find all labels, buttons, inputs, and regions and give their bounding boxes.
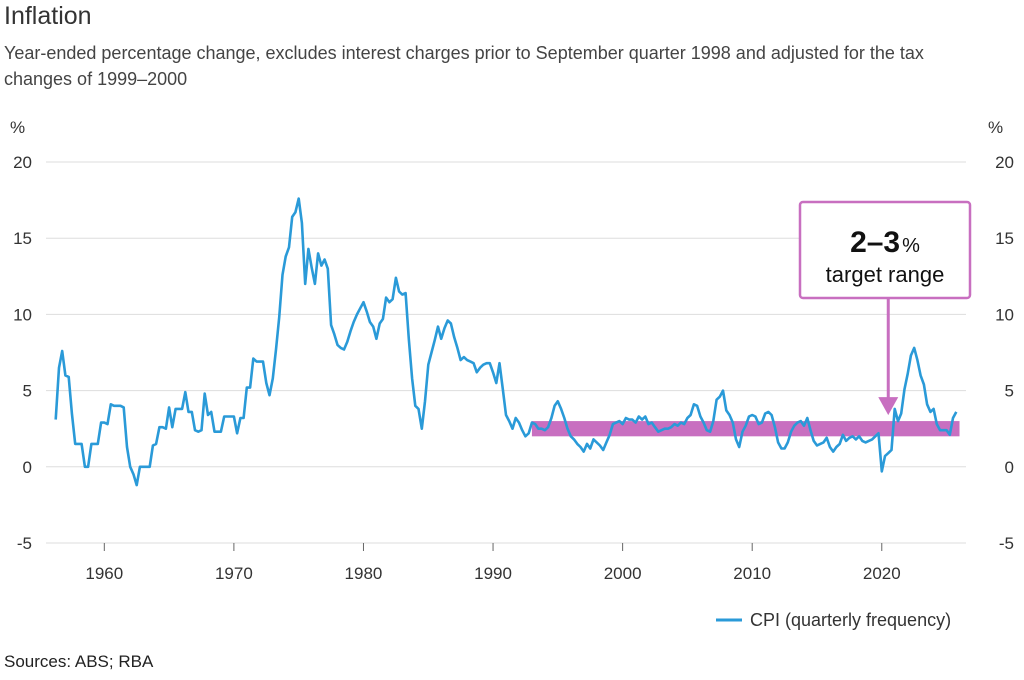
y-tick-left: 20 xyxy=(13,153,32,172)
y-tick-right: 0 xyxy=(1005,458,1014,477)
y-tick-left: 10 xyxy=(13,305,32,324)
y-unit-left: % xyxy=(10,118,25,137)
x-tick-label: 2020 xyxy=(863,564,901,583)
x-tick-label: 1970 xyxy=(215,564,253,583)
cpi-series-line xyxy=(54,197,958,487)
x-tick-label: 2010 xyxy=(733,564,771,583)
y-tick-left: 5 xyxy=(23,382,32,401)
x-tick-label: 1990 xyxy=(474,564,512,583)
x-tick-label: 1980 xyxy=(345,564,383,583)
legend: CPI (quarterly frequency) xyxy=(716,610,951,630)
y-tick-left: 0 xyxy=(23,458,32,477)
chart-title: Inflation xyxy=(4,2,92,30)
target-band-layer xyxy=(531,421,960,437)
callout-unit: % xyxy=(902,235,920,257)
callout-value: 2–3% xyxy=(850,226,920,259)
callout-arrow-head xyxy=(878,397,899,416)
callout-label: target range xyxy=(826,262,945,287)
y-tick-right: 10 xyxy=(995,305,1014,324)
y-tick-left: -5 xyxy=(17,534,32,553)
chart-source: Sources: ABS; RBA xyxy=(4,652,154,671)
target-band xyxy=(531,421,960,437)
y-tick-right: -5 xyxy=(999,534,1014,553)
callout-box xyxy=(798,200,972,300)
y-unit-right: % xyxy=(988,118,1003,137)
legend-label: CPI (quarterly frequency) xyxy=(750,610,951,630)
x-tick-label: 2000 xyxy=(604,564,642,583)
cpi-line-layer xyxy=(54,197,958,487)
target-range-callout: 2–3% target range xyxy=(798,200,972,416)
y-tick-right: 20 xyxy=(995,153,1014,172)
chart-subtitle: Year-ended percentage change, excludes i… xyxy=(4,43,924,89)
y-tick-right: 15 xyxy=(995,229,1014,248)
y-tick-right: 5 xyxy=(1005,382,1014,401)
x-axis: 1960 1970 1980 1990 2000 2010 2020 xyxy=(85,543,901,583)
y-tick-left: 15 xyxy=(13,229,32,248)
callout-number: 2–3 xyxy=(850,226,900,259)
y-axis-right: % -5 0 5 10 15 20 xyxy=(988,118,1014,553)
x-tick-label: 1960 xyxy=(85,564,123,583)
y-axis-left: % -5 0 5 10 15 20 xyxy=(10,118,32,553)
